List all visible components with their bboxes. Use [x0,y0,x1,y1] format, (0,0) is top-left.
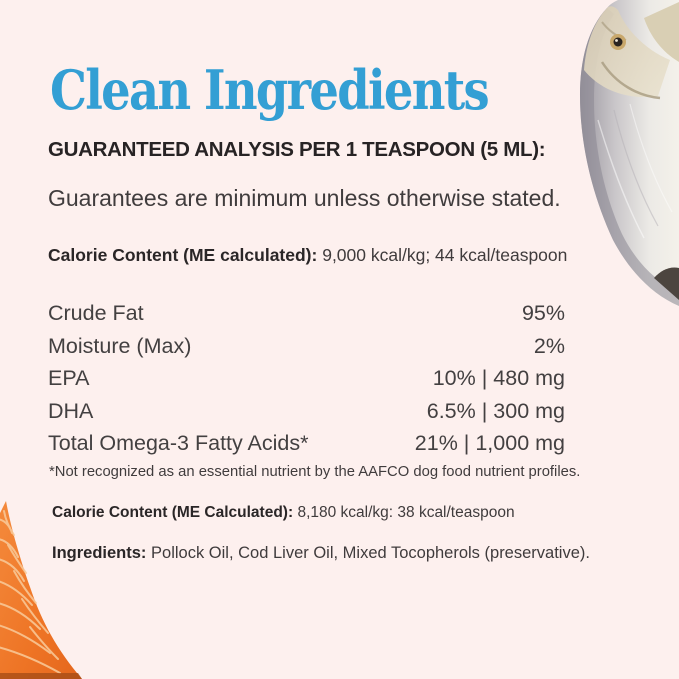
nutrient-label: Moisture (Max) [48,333,192,358]
nutrient-value: 21% | 1,000 mg [414,431,565,455]
table-row: Moisture (Max) 2% [48,330,565,363]
guarantee-note: Guarantees are minimum unless otherwise … [48,185,561,211]
nutrient-label: Crude Fat [48,301,144,325]
nutrient-value: 10% | 480 mg [432,366,565,390]
nutrient-value: 95% [521,301,565,325]
calorie-content-1-value: 9,000 kcal/kg; 44 kcal/teaspoon [317,245,568,265]
calorie-content-2-label: Calorie Content (ME Calculated): [52,504,294,521]
nutrient-label: DHA [48,398,94,423]
aafco-footnote: *Not recognized as an essential nutrient… [49,464,581,480]
table-row: Total Omega-3 Fatty Acids* 21% | 1,000 m… [48,427,565,460]
ingredients-label: Ingredients: [52,544,147,562]
guaranteed-analysis-heading: GUARANTEED ANALYSIS PER 1 TEASPOON (5 ML… [48,138,546,161]
table-row: EPA 10% | 480 mg [48,362,565,395]
calorie-content-2-value: 8,180 kcal/kg: 38 kcal/teaspoon [293,504,515,521]
nutrient-label: Total Omega-3 Fatty Acids* [48,431,309,455]
nutrient-value: 2% [533,333,565,358]
ingredients-value: Pollock Oil, Cod Liver Oil, Mixed Tocoph… [146,544,590,562]
table-row: Crude Fat 95% [48,297,565,330]
calorie-content-line-2: Calorie Content (ME Calculated): 8,180 k… [52,504,515,522]
salmon-fillet-image [0,501,82,679]
guaranteed-analysis-table: Crude Fat 95% Moisture (Max) 2% EPA 10% … [48,297,565,460]
nutrient-label: EPA [48,366,90,390]
table-row: DHA 6.5% | 300 mg [48,395,565,428]
herring-fish-image [580,0,679,306]
page-title: Clean Ingredients [50,58,490,122]
ingredients-line: Ingredients: Pollock Oil, Cod Liver Oil,… [52,544,590,563]
calorie-content-1-label: Calorie Content (ME calculated): [48,245,318,265]
calorie-content-line-1: Calorie Content (ME calculated): 9,000 k… [48,245,567,266]
nutrient-value: 6.5% | 300 mg [426,398,565,423]
